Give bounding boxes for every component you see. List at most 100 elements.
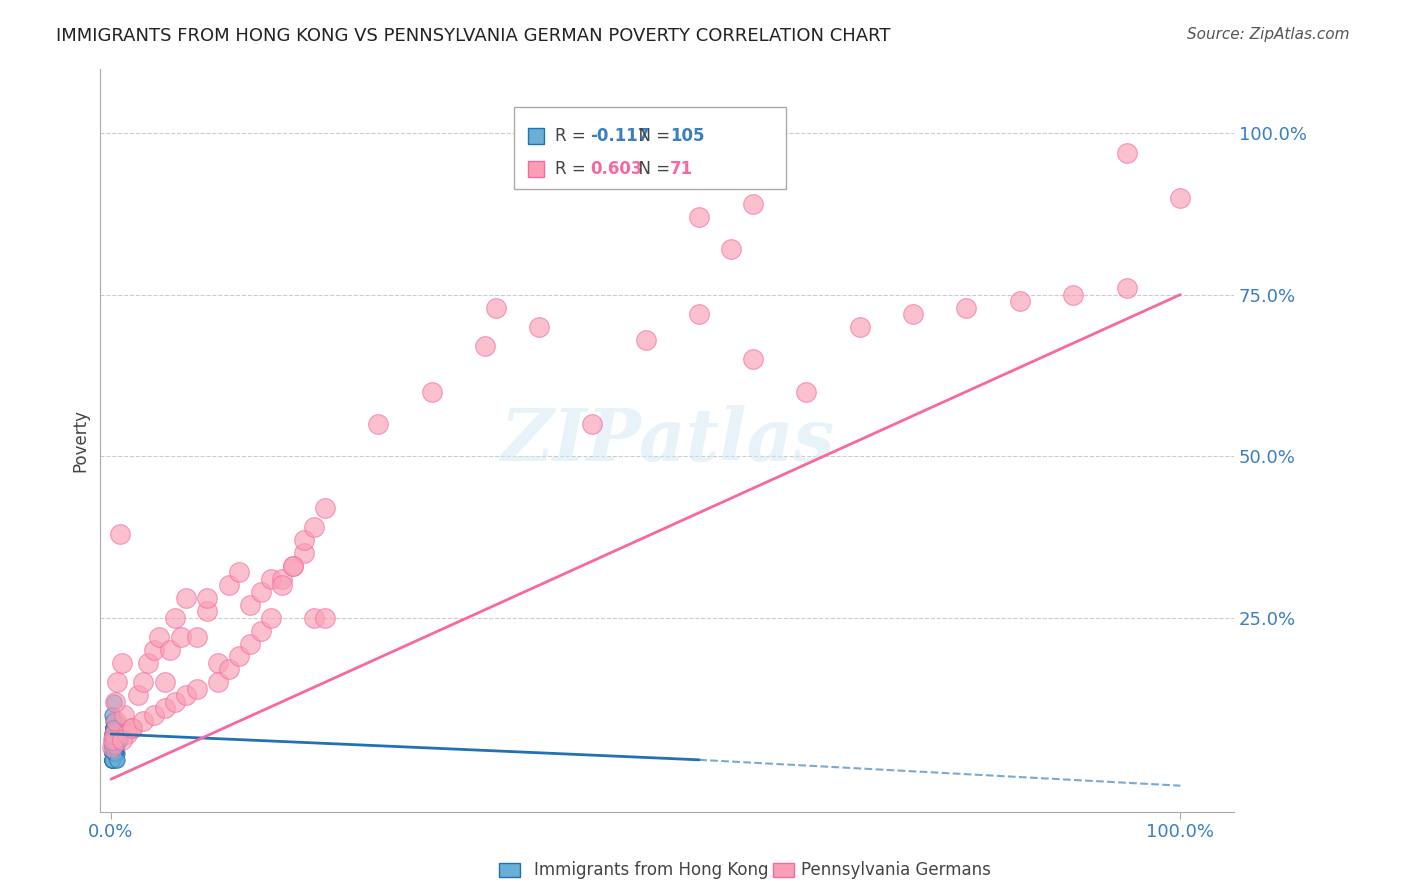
Point [101,747,124,761]
Point [101,739,124,754]
Point [103,727,125,741]
Point [104,727,127,741]
Point [101,707,124,722]
Point [239,636,262,650]
Point [485,301,508,315]
Point [104,695,127,709]
Point [103,721,125,735]
Point [148,630,170,644]
Point [103,727,125,741]
Point [101,727,124,741]
Text: Immigrants from Hong Kong: Immigrants from Hong Kong [534,861,769,879]
Point [195,604,218,618]
Point [104,721,127,735]
Point [101,727,124,741]
Point [169,630,191,644]
Point [101,747,124,761]
Point [101,739,124,754]
Point [103,747,125,761]
Point [103,739,125,754]
Point [101,733,124,747]
Point [101,747,124,761]
Point [108,733,131,747]
Point [101,739,124,754]
Point [103,727,125,741]
Point [260,572,283,586]
Point [101,753,124,767]
Point [105,739,128,754]
Point [302,520,325,534]
Point [101,733,124,747]
Point [159,643,181,657]
Point [101,721,124,735]
Point [174,591,197,606]
Point [101,714,124,728]
Point [107,753,129,767]
Point [249,585,271,599]
Point [107,675,129,690]
Point [115,727,138,741]
Point [271,572,294,586]
Point [101,727,124,741]
Point [101,733,124,747]
Text: 71: 71 [671,160,693,178]
Point [121,721,143,735]
Point [142,643,165,657]
Point [101,739,124,754]
Point [314,500,336,515]
Point [848,320,870,334]
Text: IMMIGRANTS FROM HONG KONG VS PENNSYLVANIA GERMAN POVERTY CORRELATION CHART: IMMIGRANTS FROM HONG KONG VS PENNSYLVANI… [56,27,891,45]
Point [104,747,127,761]
Point [101,753,124,767]
Point [101,733,124,747]
Point [103,727,125,741]
Point [101,739,124,754]
Point [101,747,124,761]
Point [101,739,124,754]
Point [101,753,124,767]
Point [101,733,124,747]
Point [101,747,124,761]
Point [105,714,128,728]
Point [741,197,763,211]
Point [104,739,127,754]
Point [186,630,208,644]
Point [107,747,129,761]
Point [741,352,763,367]
Point [104,747,127,761]
Text: -0.117: -0.117 [591,127,650,145]
Point [165,695,187,709]
Point [101,753,124,767]
Point [955,301,977,315]
Point [104,739,127,754]
Point [281,559,304,574]
Point [153,701,176,715]
Point [195,591,218,606]
Point [103,733,125,747]
Point [527,320,550,334]
Point [207,656,229,670]
Point [104,739,127,754]
Point [104,747,127,761]
Point [103,721,125,735]
Point [132,714,155,728]
Point [474,339,496,353]
Point [101,739,124,754]
Point [101,739,124,754]
Point [634,333,657,347]
Point [101,733,124,747]
Point [101,733,124,747]
Point [794,384,817,399]
Point [104,733,127,747]
Point [101,727,124,741]
Point [103,733,125,747]
Point [101,733,124,747]
Text: ZIPatlas: ZIPatlas [501,404,834,475]
Point [107,733,129,747]
Text: R =: R = [555,127,591,145]
Point [101,747,124,761]
Point [103,721,125,735]
Point [420,384,443,399]
Point [260,610,283,624]
Point [103,695,125,709]
